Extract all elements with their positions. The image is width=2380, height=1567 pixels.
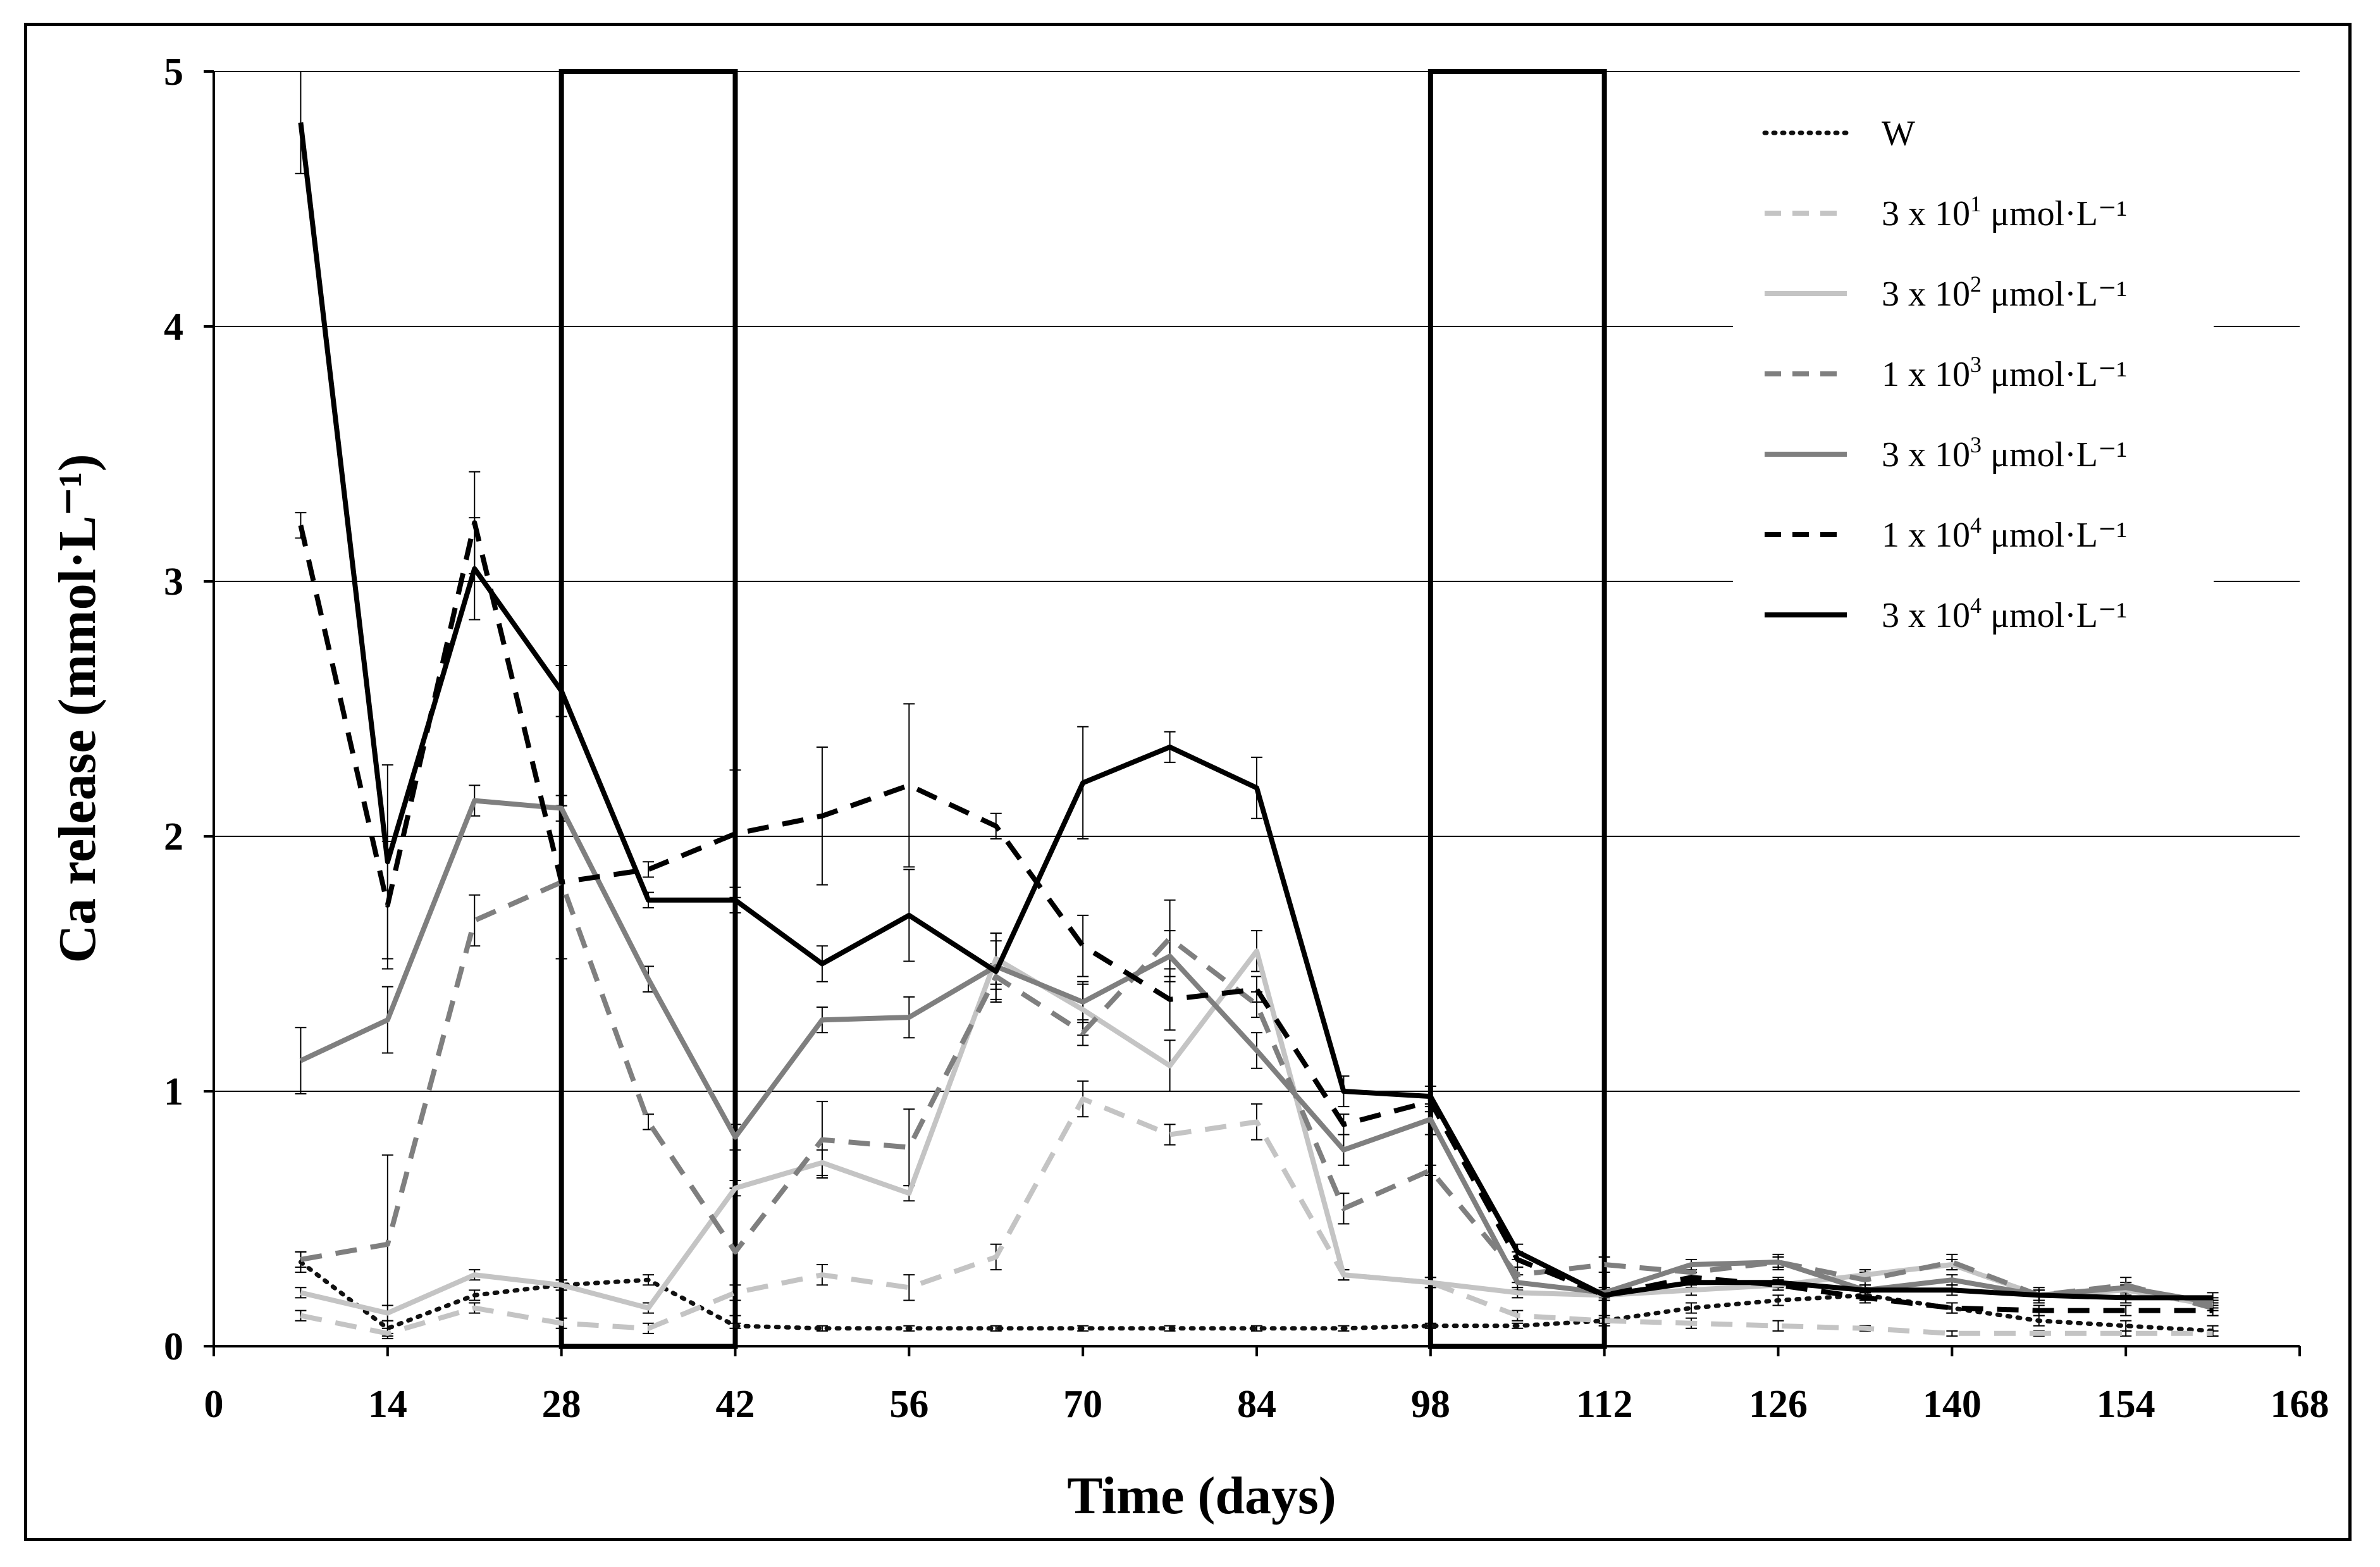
- y-tick-label: 0: [164, 1325, 183, 1368]
- legend-label-6: 1 x 104 μmol·L⁻¹: [1882, 512, 2127, 555]
- legend-background: [1733, 95, 2214, 661]
- highlight-box-1: [558, 69, 738, 1349]
- x-tick-label: 14: [368, 1383, 407, 1426]
- error-bar: [1251, 1325, 1262, 1332]
- legend-label-5: 3 x 103 μmol·L⁻¹: [1882, 432, 2127, 474]
- data-series: [298, 122, 2216, 1336]
- y-tick-label: 2: [164, 815, 183, 858]
- legend-label-7: 3 x 104 μmol·L⁻¹: [1882, 593, 2127, 635]
- error-bar: [903, 703, 915, 868]
- figure-frame: [24, 23, 2352, 1541]
- y-tick-label: 5: [164, 51, 183, 94]
- highlight-box-2: [1427, 69, 1607, 1349]
- tick-labels: 0 1 2 3 4 5 0 14 28 42 56 70 84 98 112 126 140 154 168: [164, 51, 2329, 1426]
- series-line-5: [299, 798, 2214, 1306]
- error-bar: [2120, 1330, 2132, 1337]
- error-bar: [903, 1274, 915, 1301]
- error-bar: [1251, 976, 1262, 1003]
- x-tick-label: 0: [204, 1383, 224, 1426]
- legend-label-4: 1 x 103 μmol·L⁻¹: [1882, 352, 2127, 394]
- series-line-1: [298, 1260, 2216, 1334]
- y-tick-label: 1: [164, 1070, 183, 1113]
- error-bar: [1772, 1320, 1784, 1332]
- error-bar: [1164, 1124, 1176, 1146]
- error-bar: [816, 1325, 828, 1332]
- series-line-4: [300, 879, 2214, 1311]
- x-tick-label: 98: [1411, 1383, 1450, 1426]
- legend-label-2: 3 x 101 μmol·L⁻¹: [1882, 191, 2127, 233]
- error-bar: [1424, 1322, 1436, 1329]
- error-bar: [2120, 1304, 2132, 1316]
- legend-label-1: W: [1882, 114, 1915, 153]
- series-line-7: [298, 122, 2213, 1301]
- error-bar: [1424, 1164, 1436, 1176]
- y-axis-title: Ca release (mmol·L⁻¹): [48, 454, 107, 963]
- error-bar: [643, 861, 655, 878]
- x-tick-label: 140: [1923, 1383, 1982, 1426]
- x-tick-label: 154: [2097, 1383, 2155, 1426]
- x-tick-label: 112: [1576, 1383, 1633, 1426]
- x-tick-label: 42: [716, 1383, 755, 1426]
- y-tick-label: 4: [164, 306, 183, 349]
- series-line-6: [298, 520, 2213, 1313]
- x-tick-label: 168: [2271, 1383, 2329, 1426]
- y-tick-label: 3: [164, 561, 183, 604]
- error-bar: [1946, 1330, 1958, 1337]
- legend: W 3 x 101 μmol·L⁻¹ 3 x 102 μmol·L⁻¹ 1 x 103…: [1733, 95, 2214, 661]
- x-tick-label: 126: [1749, 1383, 1808, 1426]
- x-tick-label: 56: [889, 1383, 928, 1426]
- error-bar: [990, 1325, 1002, 1332]
- x-tick-label: 70: [1063, 1383, 1102, 1426]
- series-line-2: [300, 1096, 2213, 1336]
- x-tick-label: 84: [1237, 1383, 1276, 1426]
- error-bar: [295, 1027, 307, 1095]
- legend-label-3: 3 x 102 μmol·L⁻¹: [1882, 271, 2127, 314]
- error-bar: [1686, 1302, 1698, 1314]
- x-tick-label: 28: [542, 1383, 581, 1426]
- x-axis-title: Time (days): [1067, 1466, 1336, 1525]
- error-bar: [469, 894, 481, 947]
- error-bar: [1077, 914, 1089, 977]
